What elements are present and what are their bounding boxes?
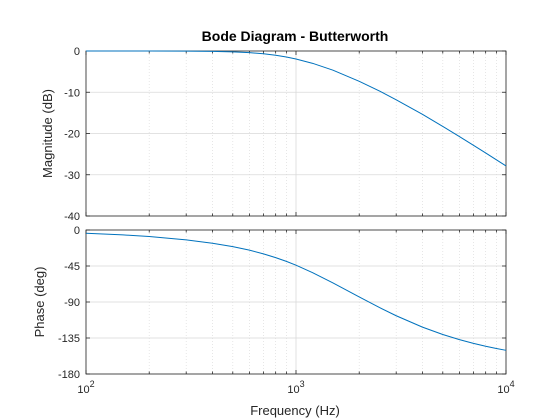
magnitude-y-tick-label: 0 (74, 46, 80, 58)
magnitude-y-tick-label: -40 (64, 211, 80, 223)
magnitude-y-tick-label: -30 (64, 170, 80, 182)
x-axis-label: Frequency (Hz) (250, 403, 340, 418)
chart-title: Bode Diagram - Butterworth (202, 28, 389, 44)
x-tick-label: 102 (77, 379, 94, 396)
magnitude-y-tick-label: -10 (64, 87, 80, 99)
phase-y-tick-label: -45 (64, 261, 80, 273)
phase-y-tick-label: 0 (74, 225, 80, 237)
magnitude-y-tick-label: -20 (64, 129, 80, 141)
phase-panel: 0 -45 -90 -135 -180 Phase (deg) (32, 225, 507, 381)
phase-y-tick-label: -180 (58, 369, 80, 381)
phase-series-line (85, 232, 507, 351)
magnitude-series-line (86, 50, 507, 167)
x-tick-label: 104 (497, 379, 514, 396)
phase-y-tick-label: -90 (64, 297, 80, 309)
magnitude-y-axis-label: Magnitude (dB) (40, 89, 55, 178)
magnitude-panel: 0 -10 -20 -30 -40 Magnitude (dB) (40, 46, 507, 223)
phase-y-axis-label: Phase (deg) (32, 267, 47, 338)
x-tick-label: 103 (287, 379, 304, 396)
phase-y-tick-label: -135 (58, 333, 80, 345)
panels: 0 -10 -20 -30 -40 Magnitude (dB) 0 -45 -90 -135 -1… (32, 46, 515, 396)
